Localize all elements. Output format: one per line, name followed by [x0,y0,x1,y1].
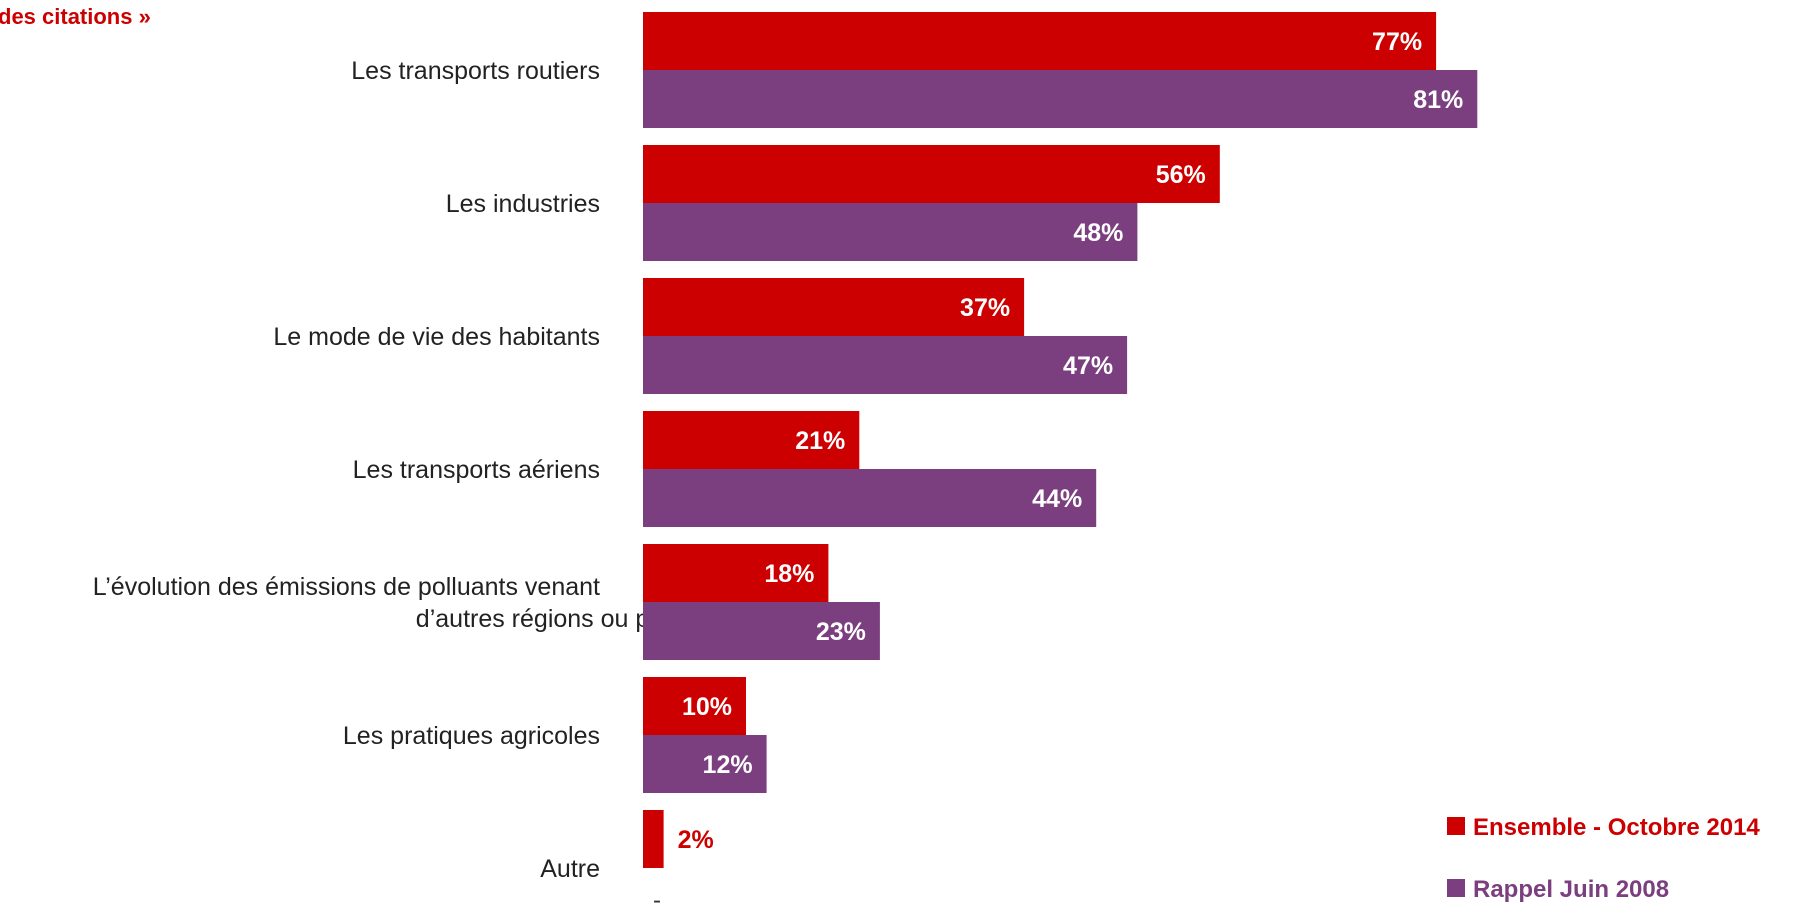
data-label: 47% [1063,352,1113,380]
category-label-line: Autre [540,855,600,883]
bar-series-1 [643,411,860,469]
data-label: 56% [1156,161,1206,189]
bar-series-2 [643,469,1097,527]
category-label-line: L’évolution des émissions de polluants v… [93,573,600,601]
data-label: 81% [1413,86,1463,114]
bar-series-1 [643,677,746,735]
bar-series-2 [643,203,1138,261]
category-label-line: Les industries [446,190,600,218]
legend-swatch [1447,879,1465,897]
bar-series-1 [643,12,1437,70]
data-label: 21% [795,427,845,455]
chart-title: des citations » [0,4,151,29]
bar-series-2 [643,735,767,793]
bar-series-2 [643,336,1128,394]
legend-label: Ensemble - Octobre 2014 [1473,814,1760,841]
missing-value-label: - [653,887,661,913]
data-label: 18% [764,560,814,588]
bar-series-1 [643,145,1220,203]
data-label: 10% [682,693,732,721]
bar-series-2 [643,70,1478,128]
data-label: 12% [703,751,753,779]
category-label: Les industries [446,190,600,218]
legend-swatch [1447,817,1465,835]
category-label-line: Le mode de vie des habitants [273,323,600,351]
category-label-line: Les transports aériens [353,456,600,484]
legend: Ensemble - Octobre 2014 Rappel Juin 2008 [1447,814,1760,903]
category-label: Les pratiques agricoles [343,722,600,750]
legend-label: Rappel Juin 2008 [1473,876,1669,903]
data-label: 23% [816,618,866,646]
data-label: 2% [678,826,714,854]
category-label: Le mode de vie des habitants [273,323,600,351]
category-label: Autre [540,855,600,883]
data-label: 44% [1032,485,1082,513]
category-label-line: Les pratiques agricoles [343,722,600,750]
category-label: Les transports aériens [353,456,600,484]
data-label: 77% [1372,28,1422,56]
category-label-line: Les transports routiers [351,57,600,85]
category-label: Les transports routiers [351,57,600,85]
bar-series-2 [643,602,880,660]
bar-series-1 [643,278,1025,336]
data-label: 48% [1073,219,1123,247]
bar-series-1 [643,544,829,602]
category-label-line: d’autres régions ou pays [416,605,688,633]
bar-series-1 [643,810,664,868]
data-label: 37% [960,294,1010,322]
category-label: L’évolution des émissions de polluants v… [93,573,688,633]
bars-group: Les transports routiers 77% 81% Les industr… [93,12,1478,913]
